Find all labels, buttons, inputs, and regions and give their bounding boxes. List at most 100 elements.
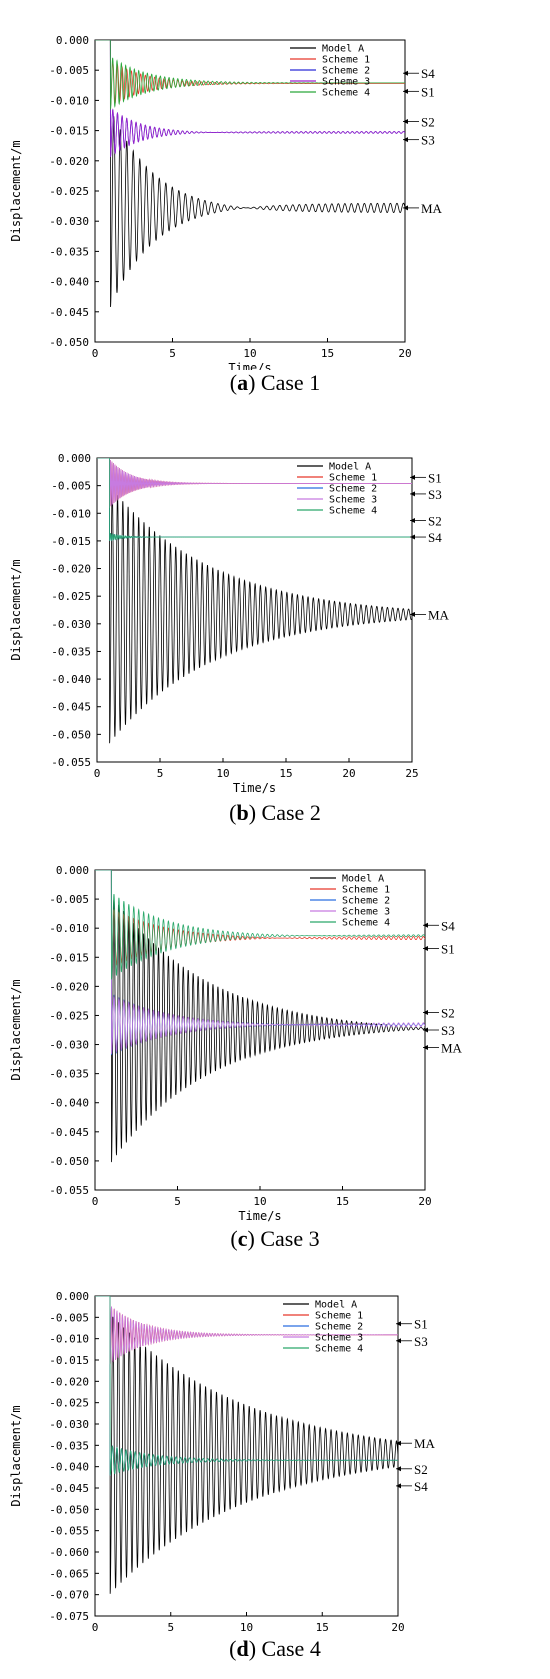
annotation-label: MA — [414, 1436, 436, 1451]
annotation-label: S4 — [421, 66, 435, 81]
y-tick-label: -0.070 — [49, 1589, 89, 1602]
annotation-arrowhead — [410, 517, 415, 523]
annotation-arrowhead — [410, 611, 415, 617]
annotation-label: S4 — [428, 530, 442, 545]
x-tick-label: 10 — [243, 347, 256, 360]
x-tick-label: 15 — [279, 767, 292, 780]
series-line-scheme-4 — [95, 40, 405, 110]
series-line-model-a — [95, 870, 425, 1163]
x-tick-label: 20 — [418, 1195, 431, 1208]
y-tick-label: -0.035 — [51, 645, 91, 658]
y-tick-label: -0.015 — [49, 1354, 89, 1367]
y-tick-label: -0.055 — [51, 756, 91, 769]
y-axis-label: Displacement/m — [9, 979, 23, 1080]
legend-label: Scheme 1 — [315, 1311, 363, 1322]
legend-label: Scheme 4 — [315, 1344, 363, 1355]
annotation-arrowhead — [403, 205, 408, 211]
y-tick-label: -0.040 — [49, 276, 89, 289]
x-tick-label: 0 — [94, 767, 101, 780]
y-tick-label: -0.020 — [49, 155, 89, 168]
annotation-label: S2 — [441, 1006, 455, 1021]
x-tick-label: 10 — [216, 767, 229, 780]
annotation-arrowhead — [410, 491, 415, 497]
series-line-scheme-4 — [95, 870, 425, 980]
annotation-arrowhead — [403, 137, 408, 143]
x-tick-label: 20 — [391, 1621, 404, 1634]
annotation-arrowhead — [396, 1483, 401, 1489]
y-tick-label: -0.035 — [49, 1439, 89, 1452]
legend-label: Scheme 3 — [342, 907, 390, 918]
x-tick-label: 20 — [342, 767, 355, 780]
annotation-arrowhead — [423, 1010, 428, 1016]
series-line-scheme-3 — [95, 40, 405, 157]
annotation-arrowhead — [396, 1321, 401, 1327]
plot-frame — [96, 457, 413, 763]
y-tick-label: -0.045 — [49, 1482, 89, 1495]
x-axis-label: Time/s — [228, 361, 271, 370]
y-tick-label: -0.025 — [49, 1397, 89, 1410]
series-line-scheme-1 — [95, 40, 405, 107]
annotation-label: S3 — [414, 1334, 428, 1349]
y-tick-label: -0.040 — [49, 1097, 89, 1110]
x-tick-label: 10 — [253, 1195, 266, 1208]
legend-label: Scheme 4 — [322, 88, 370, 99]
annotation-arrowhead — [423, 922, 428, 928]
x-tick-label: 0 — [92, 1621, 99, 1634]
caption-a: (a) Case 1 — [229, 370, 321, 395]
y-tick-label: -0.005 — [49, 1311, 89, 1324]
y-tick-label: 0.000 — [56, 864, 89, 877]
y-tick-label: -0.020 — [49, 1375, 89, 1388]
legend-label: Scheme 2 — [342, 896, 390, 907]
x-tick-label: 15 — [321, 347, 334, 360]
x-tick-label: 15 — [336, 1195, 349, 1208]
annotation-arrowhead — [396, 1338, 401, 1344]
y-tick-label: -0.015 — [51, 535, 91, 548]
y-axis-label: Displacement/m — [9, 140, 23, 241]
legend-label: Scheme 3 — [315, 1333, 363, 1344]
y-tick-label: -0.045 — [49, 1126, 89, 1139]
y-tick-label: 0.000 — [58, 452, 91, 465]
annotation-label: S3 — [441, 1023, 455, 1038]
y-tick-label: -0.050 — [49, 1503, 89, 1516]
x-tick-label: 25 — [405, 767, 418, 780]
y-tick-label: -0.030 — [49, 215, 89, 228]
annotation-label: S4 — [414, 1479, 428, 1494]
x-tick-label: 15 — [316, 1621, 329, 1634]
y-tick-label: -0.005 — [49, 893, 89, 906]
annotation-arrowhead — [423, 946, 428, 952]
y-tick-label: -0.005 — [51, 480, 91, 493]
series-line-model-a — [95, 1296, 398, 1594]
series-line-scheme-3 — [95, 870, 425, 1054]
legend-label: Scheme 2 — [315, 1322, 363, 1333]
annotation-arrowhead — [403, 70, 408, 76]
annotation-label: S1 — [421, 84, 435, 99]
x-tick-label: 20 — [398, 347, 411, 360]
chart-d: 0.000 -0.005 -0.010 -0.015 -0.020 -0.025 -0.03… — [9, 1290, 436, 1636]
y-tick-label: -0.030 — [49, 1418, 89, 1431]
legend-label: Scheme 4 — [329, 506, 377, 517]
legend-label: Model A — [322, 44, 364, 55]
x-tick-label: 10 — [240, 1621, 253, 1634]
y-tick-label: -0.050 — [49, 1155, 89, 1168]
y-tick-label: -0.020 — [49, 980, 89, 993]
annotation-label: S2 — [414, 1462, 428, 1477]
annotation-arrowhead — [423, 1027, 428, 1033]
y-tick-label: -0.035 — [49, 1068, 89, 1081]
annotation-label: S3 — [421, 133, 435, 148]
annotation-arrowhead — [423, 1044, 428, 1050]
y-tick-label: -0.010 — [49, 922, 89, 935]
annotation-label: S1 — [428, 470, 442, 485]
annotation-label: S1 — [441, 942, 455, 957]
annotation-arrowhead — [396, 1466, 401, 1472]
annotation-arrowhead — [403, 119, 408, 125]
legend-label: Scheme 3 — [322, 77, 370, 88]
x-tick-label: 5 — [157, 767, 164, 780]
legend-label: Model A — [342, 874, 384, 885]
chart-b: 0.000 -0.005 -0.010 -0.015 -0.020 -0.025 -0.03… — [9, 452, 450, 795]
series-line-model-a — [95, 40, 405, 308]
y-tick-label: -0.040 — [49, 1461, 89, 1474]
annotation-label: MA — [421, 201, 443, 216]
y-tick-label: -0.045 — [51, 701, 91, 714]
y-axis-label: Displacement/m — [9, 1405, 23, 1506]
series-line-model-a — [97, 458, 412, 744]
